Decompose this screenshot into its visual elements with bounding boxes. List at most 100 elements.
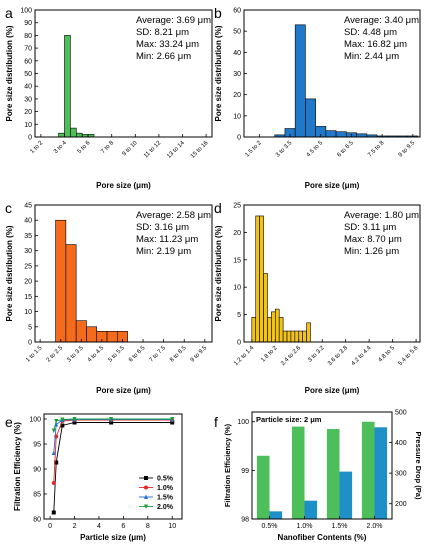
x-tick-label: 5.4 to 5.6: [398, 345, 420, 367]
bar: [267, 317, 272, 343]
panel-f: f 0.5% 1.0% 1.5% 2.0% 98 99 100 200 300 400 500 Part…: [214, 410, 423, 543]
bar: [335, 131, 347, 138]
x-tick-label: 9 to 10: [121, 140, 139, 158]
data-point: [144, 476, 148, 480]
y-tick-label: 5: [237, 312, 241, 319]
bar: [294, 24, 306, 138]
y-axis-label: Pore size distribution (%): [5, 25, 14, 121]
y-tick-label: 5: [28, 324, 32, 331]
x-tick-label: 1.0%: [297, 523, 313, 530]
data-point: [60, 423, 65, 428]
panel-label-f: f: [214, 414, 218, 430]
y-tick-label: 30: [233, 71, 241, 78]
bar-pressure: [269, 511, 283, 519]
x-axis-label: Pore size (μm): [305, 181, 360, 190]
y-tick-label: 20: [24, 279, 32, 286]
y-tick-label-right: 200: [395, 501, 407, 508]
bar: [305, 98, 316, 138]
y-tick-label: 30: [24, 248, 32, 255]
y-axis-label: Pore size distribution (%): [214, 25, 223, 121]
y-tick-label: 10: [233, 285, 241, 292]
bar: [65, 244, 77, 343]
stats-text: Average: 2.58 μm: [136, 210, 211, 221]
y-tick-label: 100: [20, 8, 32, 15]
stats-text: Max: 8.70 μm: [344, 234, 402, 245]
x-tick-label: 0.5%: [262, 523, 278, 530]
x-tick-label: 3 to 3.5: [275, 140, 294, 159]
y-tick-label: 0: [237, 135, 241, 142]
y-tick-label: 25: [233, 203, 241, 210]
x-tick-label: 8: [146, 523, 150, 530]
bar: [325, 130, 337, 138]
stats-text: Min: 2.44 μm: [344, 51, 399, 62]
x-tick-label: 1.8 to 2: [260, 345, 279, 364]
data-point: [170, 417, 175, 422]
bar: [251, 317, 257, 343]
data-point: [60, 417, 65, 422]
x-tick-label: 1.2 to 1.4: [233, 345, 255, 367]
y-tick-label-right: 400: [395, 440, 407, 447]
bar: [86, 326, 98, 343]
y-tick-label: 50: [24, 71, 32, 78]
data-point: [109, 420, 114, 425]
plot-frame: [34, 204, 213, 343]
y-tick-label: 20: [24, 109, 32, 116]
x-tick-label: 4.8 to 5: [378, 345, 397, 364]
data-point: [51, 450, 56, 455]
x-tick-label: 3 to 4: [53, 140, 68, 155]
y-tick-label: 60: [24, 58, 32, 65]
x-tick-label: 7.5 to 8: [367, 140, 386, 159]
x-tick-label: 15 to 16: [190, 140, 210, 160]
bar: [306, 322, 311, 343]
series-line: [53, 422, 173, 513]
panel-b: b 0 10 20 30 40 50 60 1.5 to 2 3 to 3.5 4.5 to 5 6 …: [214, 5, 421, 190]
stats-text: SD: 3.16 μm: [136, 222, 189, 233]
data-point: [144, 494, 148, 499]
x-tick-label: 7 to 8: [100, 140, 115, 155]
bar-pressure: [339, 471, 353, 519]
stats-text: Max: 16.82 μm: [344, 39, 407, 50]
x-tick-label: 6: [121, 523, 125, 530]
panel-label-a: a: [5, 5, 13, 21]
x-tick-label: 5 to 6: [77, 140, 92, 155]
y-axis-label: Pore size distribution (%): [5, 225, 14, 321]
y-tick-label: 80: [24, 33, 32, 40]
legend-label: 0.5%: [157, 476, 174, 483]
x-tick-label: 2.4 to 2.6: [280, 345, 302, 367]
y-axis-label: Filtration Efficiency (%): [13, 422, 22, 511]
y-tick-label: 35: [24, 233, 32, 240]
x-tick-label: 6 to 6.5: [336, 140, 355, 159]
y-tick-label-right: 300: [395, 471, 407, 478]
bar: [70, 127, 77, 138]
panel-e: e 80 85 90 95 100 0 2 4 6 8 10 0.5% 1.0% 1.5% 2.0% Parti…: [5, 413, 183, 542]
y-axis-label: Pore size distribution (%): [214, 225, 223, 321]
x-tick-label: 0: [48, 523, 52, 530]
bar: [106, 331, 118, 343]
data-point: [144, 504, 148, 509]
bar: [259, 215, 264, 343]
panel-d: d 0 5 10 15 20 25 1.2 to 1.4 1.8 to 2 2.4 to 2.6 3…: [214, 200, 421, 395]
y-tick-label: 80: [33, 517, 41, 524]
y-tick-label: 10: [24, 122, 32, 129]
stats-text: Max: 33.24 μm: [136, 39, 199, 50]
stats-text: Average: 3.69 μm: [136, 15, 211, 26]
bar-efficiency: [326, 429, 340, 519]
bar: [271, 311, 276, 343]
y-tick-label-left: 98: [241, 517, 249, 524]
bar: [302, 330, 307, 343]
x-tick-label: 2 to 2.5: [46, 345, 65, 364]
x-tick-label: 4 to 4.5: [87, 345, 106, 364]
y-tick-label: 50: [233, 29, 241, 36]
y-tick-label: 70: [24, 46, 32, 53]
y-tick-label: 100: [29, 417, 41, 424]
x-tick-label: 3.6 to 3.8: [327, 345, 349, 367]
y-tick-label: 0: [28, 135, 32, 142]
panel-label-b: b: [214, 5, 222, 21]
series-line: [53, 419, 173, 454]
x-tick-label: 9 to 9.5: [398, 140, 417, 159]
x-tick-label: 2: [73, 523, 77, 530]
stats-text: SD: 4.48 μm: [344, 27, 397, 38]
x-tick-label: 3 to 3.2: [307, 345, 326, 364]
stats-text: Min: 2.66 μm: [136, 51, 191, 62]
